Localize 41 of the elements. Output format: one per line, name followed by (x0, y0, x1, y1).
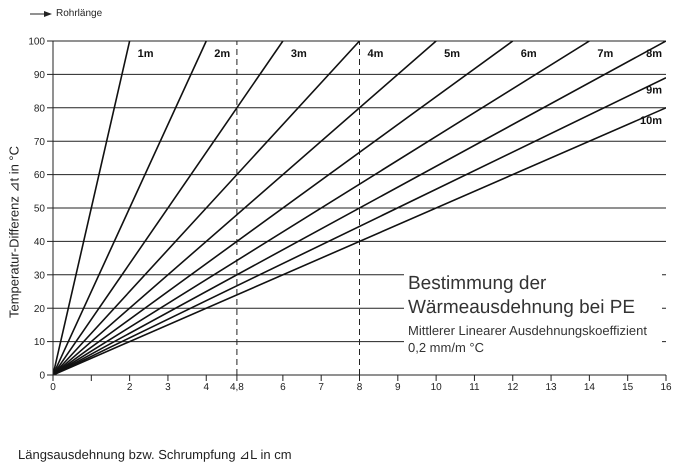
series-label: 1m (138, 48, 154, 60)
x-tick-label: 11 (469, 382, 480, 394)
y-tick-label: 30 (34, 270, 46, 282)
x-axis-title: Längsausdehnung bzw. Schrumpfung ⊿L in cm (18, 447, 292, 462)
x-tick-label: 14 (584, 382, 596, 394)
y-tick-label: 60 (34, 170, 46, 182)
x-tick-label: 16 (660, 382, 672, 394)
x-tick-label: 10 (430, 382, 442, 394)
x-tick-label: 15 (622, 382, 634, 394)
y-tick-label: 20 (34, 304, 46, 315)
text: Bestimmung der Wärmeausdehnung bei PE (408, 272, 636, 320)
x-tick-label: 6 (280, 382, 286, 394)
x-tick-label: 7 (318, 382, 324, 394)
x-tick-label: 0 (50, 382, 56, 394)
x-tick-label: 2 (126, 382, 133, 394)
series-label: 2m (214, 48, 230, 60)
x-tick-label: 13 (546, 382, 558, 394)
text: Mittlerer Linearer Ausdehnungskoeffizient 0,2 mm/m °C (408, 322, 648, 356)
series-label: 9m (646, 84, 662, 97)
x-tick-label: 4 (203, 382, 210, 394)
y-tick-label: 40 (34, 236, 46, 248)
x-tick-label: 9 (395, 382, 402, 394)
series-label: 6m (520, 48, 537, 60)
series-label: 5m (444, 48, 460, 60)
y-tick-label: 80 (34, 103, 46, 114)
series-label: 3m (290, 48, 307, 60)
y-axis-title: Temperatur-Differenz ⊿t in °C (6, 146, 22, 318)
series-label: 10m (640, 114, 662, 127)
x-tick-label: 4,8 (230, 382, 244, 394)
y-tick-label: 100 (28, 36, 46, 48)
x-tick-label: 3 (165, 382, 172, 394)
text: Rohrlänge (56, 8, 102, 19)
y-tick-label: 0 (39, 370, 46, 382)
y-tick-label: 90 (34, 70, 46, 81)
y-tick-label: 50 (34, 204, 46, 215)
series-label: 7m (597, 48, 614, 60)
x-tick-label: 8 (356, 382, 363, 394)
series-label: 4m (368, 48, 384, 60)
y-tick-label: 10 (34, 337, 46, 348)
x-tick-label: 12 (507, 382, 519, 394)
y-tick-label: 70 (34, 136, 46, 148)
